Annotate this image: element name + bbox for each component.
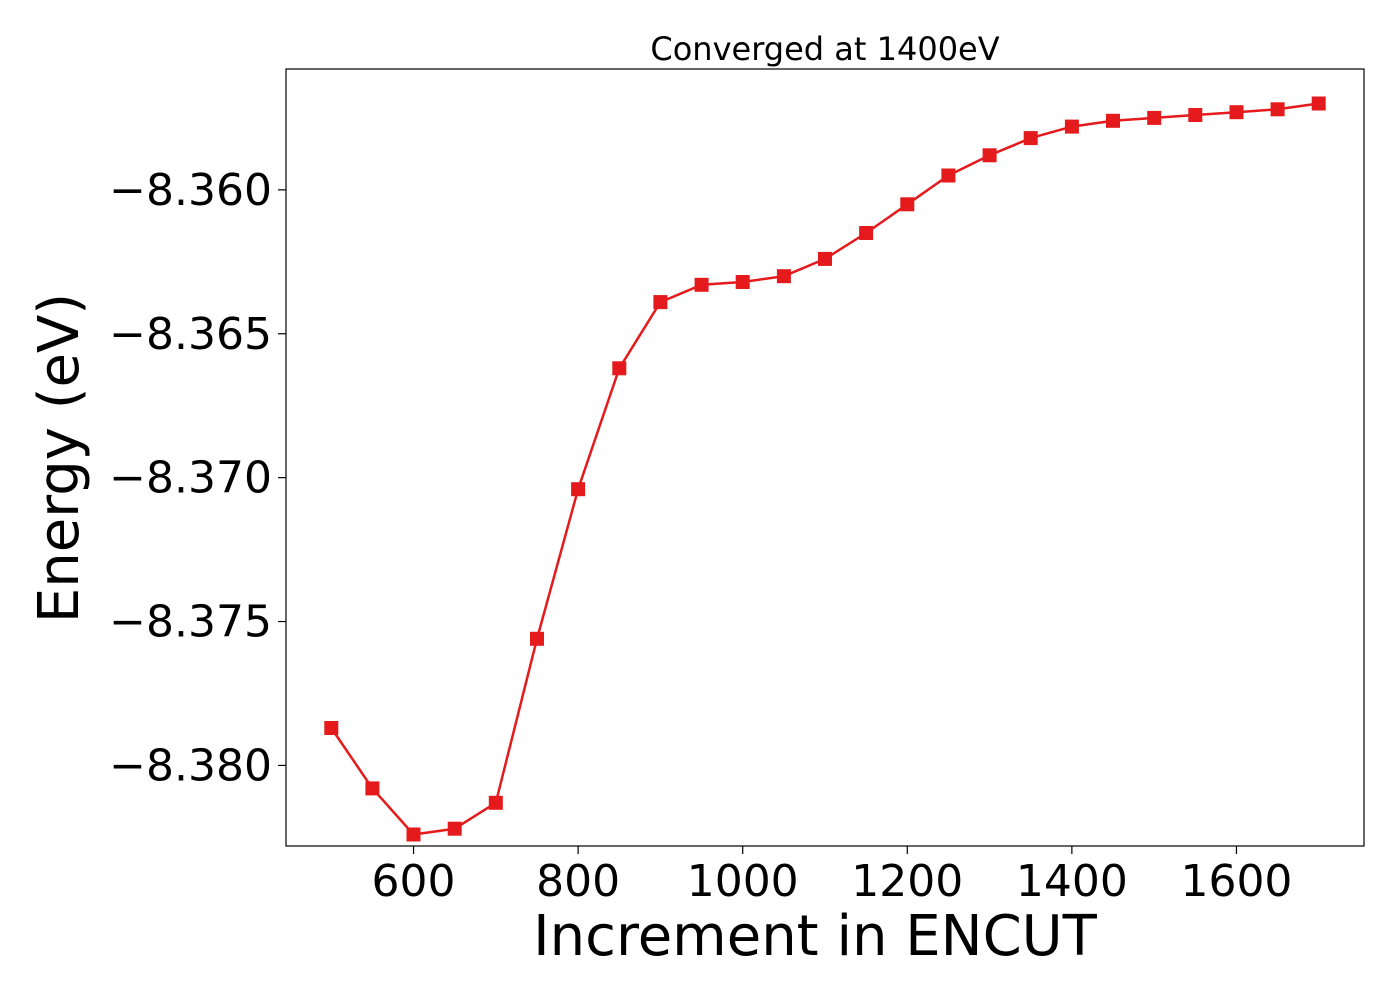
data-point-marker bbox=[1064, 119, 1079, 134]
data-point-marker bbox=[859, 226, 874, 240]
y-tick-label: −8.370 bbox=[109, 453, 272, 504]
y-axis-ticks: −8.360 −8.365 −8.370 −8.375 −8.380 bbox=[109, 165, 286, 791]
data-point-marker bbox=[982, 148, 997, 163]
x-tick-label: 1000 bbox=[687, 856, 799, 907]
x-tick-label: 1400 bbox=[1016, 856, 1128, 907]
data-point-marker bbox=[324, 721, 339, 735]
series-layer bbox=[324, 96, 1326, 842]
data-point-marker bbox=[406, 827, 421, 842]
data-point-marker bbox=[1229, 105, 1244, 120]
data-point-marker bbox=[1106, 113, 1120, 128]
data-point-marker bbox=[653, 295, 668, 310]
data-point-marker bbox=[1270, 102, 1285, 117]
data-point-marker bbox=[365, 781, 380, 796]
data-point-marker bbox=[1311, 96, 1326, 111]
data-point-marker bbox=[530, 631, 544, 646]
x-axis-ticks: 600 800 1000 1200 1400 1600 bbox=[372, 846, 1292, 907]
data-point-marker bbox=[1188, 108, 1203, 122]
y-tick-label: −8.380 bbox=[109, 740, 272, 791]
data-point-marker bbox=[818, 251, 832, 266]
chart-title: Converged at 1400eV bbox=[650, 30, 999, 68]
data-point-marker bbox=[941, 168, 956, 183]
data-point-marker bbox=[447, 821, 462, 836]
data-point-marker bbox=[776, 269, 791, 284]
y-tick-label: −8.360 bbox=[109, 165, 272, 216]
series-line bbox=[330, 102, 1319, 836]
x-tick-label: 600 bbox=[372, 856, 456, 907]
data-point-marker bbox=[735, 275, 750, 289]
data-point-marker bbox=[1147, 110, 1162, 125]
x-tick-label: 1600 bbox=[1180, 856, 1292, 907]
data-point-marker bbox=[900, 197, 915, 212]
y-axis-label: Energy (eV) bbox=[27, 293, 92, 623]
data-point-marker bbox=[571, 482, 586, 497]
x-tick-label: 1200 bbox=[851, 856, 963, 907]
data-point-marker bbox=[612, 361, 627, 376]
y-tick-label: −8.365 bbox=[109, 309, 272, 360]
x-tick-label: 800 bbox=[536, 856, 620, 907]
data-point-marker bbox=[488, 795, 503, 810]
y-tick-label: −8.375 bbox=[109, 597, 272, 648]
data-point-marker bbox=[694, 277, 709, 292]
data-point-marker bbox=[1023, 131, 1038, 146]
x-axis-label: Increment in ENCUT bbox=[533, 904, 1098, 969]
plot-area-frame bbox=[285, 68, 1365, 847]
